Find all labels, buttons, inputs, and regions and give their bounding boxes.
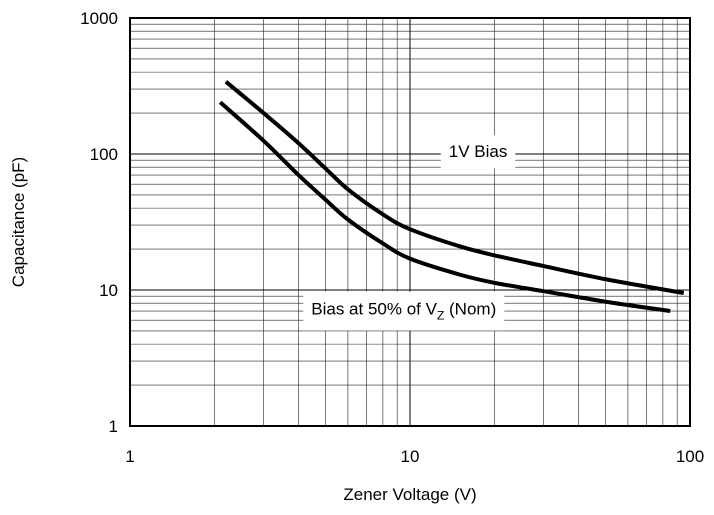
- x-axis-title: Zener Voltage (V): [343, 485, 476, 504]
- annotation-bias-50-percent: Bias at 50% of VZ (Nom): [311, 300, 496, 323]
- y-tick-label: 100: [90, 145, 118, 164]
- y-tick-label: 10: [99, 281, 118, 300]
- y-tick-labels: 1 10 100 1000: [80, 9, 118, 436]
- annotation-bias-50-main: Bias at 50% of V: [311, 300, 437, 319]
- annotation-1v-bias: 1V Bias: [449, 142, 508, 161]
- x-tick-labels: 1 10 100: [125, 447, 704, 466]
- series-line-1: [224, 80, 685, 295]
- x-tick-label: 10: [401, 447, 420, 466]
- x-tick-label: 1: [125, 447, 134, 466]
- x-tick-label: 100: [676, 447, 704, 466]
- plot-frame: [129, 17, 691, 427]
- series-layer: [218, 80, 685, 314]
- y-tick-label: 1000: [80, 9, 118, 28]
- y-axis-title: Capacitance (pF): [9, 157, 28, 287]
- annotation-bias-50-subscript: Z: [437, 309, 444, 323]
- grid: [130, 18, 690, 426]
- annotation-bias-50-background: [303, 291, 505, 331]
- y-tick-label: 1: [109, 417, 118, 436]
- annotation-bias-50-tail: (Nom): [444, 300, 496, 319]
- annotation-1v-bias-background: [440, 135, 516, 169]
- series-line-2: [218, 100, 671, 314]
